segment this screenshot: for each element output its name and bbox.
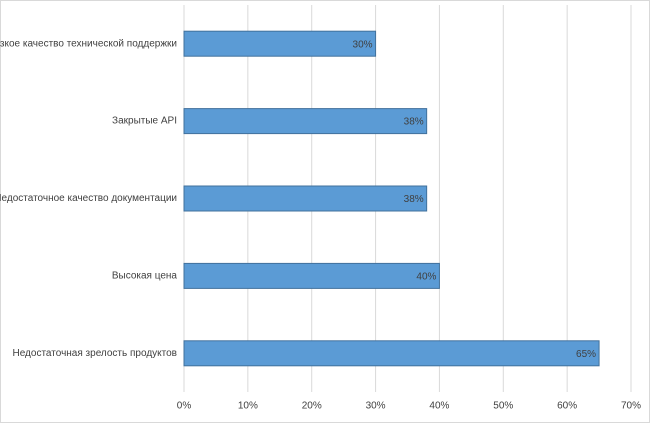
x-tick-label: 30%	[366, 401, 386, 412]
bar	[183, 108, 428, 135]
x-tick-label: 0%	[177, 401, 192, 412]
bar	[183, 185, 428, 212]
x-tick-label: 50%	[493, 401, 513, 412]
y-tick-label: Низкое качество технической поддержки	[0, 38, 177, 49]
value-label: 40%	[416, 272, 436, 283]
y-tick-label: Недостаточная зрелость продуктов	[12, 348, 177, 359]
x-tick-label: 60%	[557, 401, 577, 412]
bar	[183, 340, 600, 367]
y-tick-label: Высокая цена	[112, 271, 178, 282]
x-tick-label: 40%	[429, 401, 449, 412]
value-label: 38%	[404, 194, 424, 205]
bar	[183, 262, 440, 289]
x-tick-label: 20%	[302, 401, 322, 412]
value-label: 65%	[576, 349, 596, 360]
value-label: 38%	[404, 117, 424, 128]
y-tick-label: Закрытые API	[112, 116, 177, 127]
x-tick-label: 10%	[238, 401, 258, 412]
bar	[183, 30, 377, 57]
value-label: 30%	[353, 39, 373, 50]
y-tick-label: Недостаточное качество документации	[0, 193, 177, 204]
x-tick-label: 70%	[621, 401, 641, 412]
